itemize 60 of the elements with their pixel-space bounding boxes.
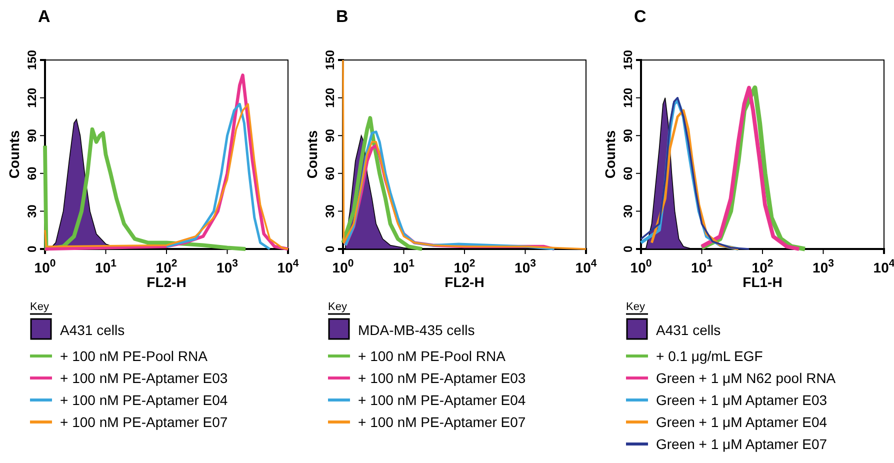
legend-label: + 100 nM PE-Aptamer E04: [358, 392, 526, 408]
x-tick-label: 10$^{3}$: [514, 257, 536, 276]
x-axis-title: FL1-H: [742, 274, 782, 290]
y-axis-title: Counts: [6, 130, 22, 179]
x-axis-title: FL2-H: [444, 274, 484, 290]
legend-label: + 100 nM PE-Pool RNA: [358, 348, 506, 364]
y-axis-title: Counts: [304, 130, 320, 179]
y-tick-label: 60: [323, 166, 337, 180]
y-tick-label: 0: [25, 245, 39, 252]
y-tick-label: 150: [25, 50, 39, 70]
y-tick-label: 120: [621, 87, 635, 108]
legend-label: + 100 nM PE-Aptamer E04: [60, 392, 228, 408]
x-tick-label: 10$^{1}$: [393, 257, 415, 276]
y-tick-label: 90: [621, 128, 635, 142]
y-tick-label: 60: [621, 166, 635, 180]
legend-label: + 100 nM PE-Aptamer E07: [358, 414, 526, 430]
chart-title: A: [38, 7, 50, 26]
legend-label: + 0.1 μg/mL EGF: [656, 348, 763, 364]
legend-label: A431 cells: [60, 322, 125, 338]
x-tick-label: 10$^{0}$: [630, 257, 652, 276]
x-tick-label: 10$^{4}$: [575, 257, 597, 276]
y-tick-label: 90: [25, 128, 39, 142]
legend-label: Green + 1 μM Aptamer E07: [656, 436, 828, 452]
x-tick-label: 10$^{1}$: [691, 257, 713, 276]
x-tick-label: 10$^{2}$: [454, 257, 476, 276]
legend-title: Key: [626, 301, 646, 313]
legend-title: Key: [328, 301, 348, 313]
x-tick-label: 10$^{4}$: [277, 257, 299, 276]
chart-title: C: [634, 7, 646, 26]
x-tick-label: 10$^{1}$: [95, 257, 117, 276]
x-tick-label: 10$^{2}$: [156, 257, 178, 276]
y-tick-label: 30: [323, 204, 337, 218]
y-tick-label: 150: [323, 50, 337, 70]
y-tick-label: 120: [323, 87, 337, 108]
x-tick-label: 10$^{3}$: [812, 257, 834, 276]
y-tick-label: 90: [323, 128, 337, 142]
x-tick-label: 10$^{2}$: [752, 257, 774, 276]
chart-title: B: [336, 7, 348, 26]
legend-title: Key: [30, 301, 50, 313]
legend-label: + 100 nM PE-Aptamer E03: [60, 370, 228, 386]
legend-label: + 100 nM PE-Aptamer E03: [358, 370, 526, 386]
y-tick-label: 0: [323, 245, 337, 252]
y-axis-title: Counts: [602, 130, 618, 179]
y-tick-label: 150: [621, 50, 635, 70]
y-tick-label: 0: [621, 245, 635, 252]
legend-label: MDA-MB-435 cells: [358, 322, 475, 338]
x-tick-label: 10$^{0}$: [332, 257, 354, 276]
x-axis-title: FL2-H: [146, 274, 186, 290]
legend-label: Green + 1 μM Aptamer E04: [656, 414, 828, 430]
y-tick-label: 120: [25, 87, 39, 108]
y-tick-label: 30: [25, 204, 39, 218]
legend-label: A431 cells: [656, 322, 721, 338]
legend-label: + 100 nM PE-Pool RNA: [60, 348, 208, 364]
legend-label: + 100 nM PE-Aptamer E07: [60, 414, 228, 430]
legend-label: Green + 1 μM Aptamer E03: [656, 392, 828, 408]
x-tick-label: 10$^{3}$: [216, 257, 238, 276]
legend-label: Green + 1 μM N62 pool RNA: [656, 370, 836, 386]
y-tick-label: 30: [621, 204, 635, 218]
y-tick-label: 60: [25, 166, 39, 180]
x-tick-label: 10$^{0}$: [34, 257, 56, 276]
